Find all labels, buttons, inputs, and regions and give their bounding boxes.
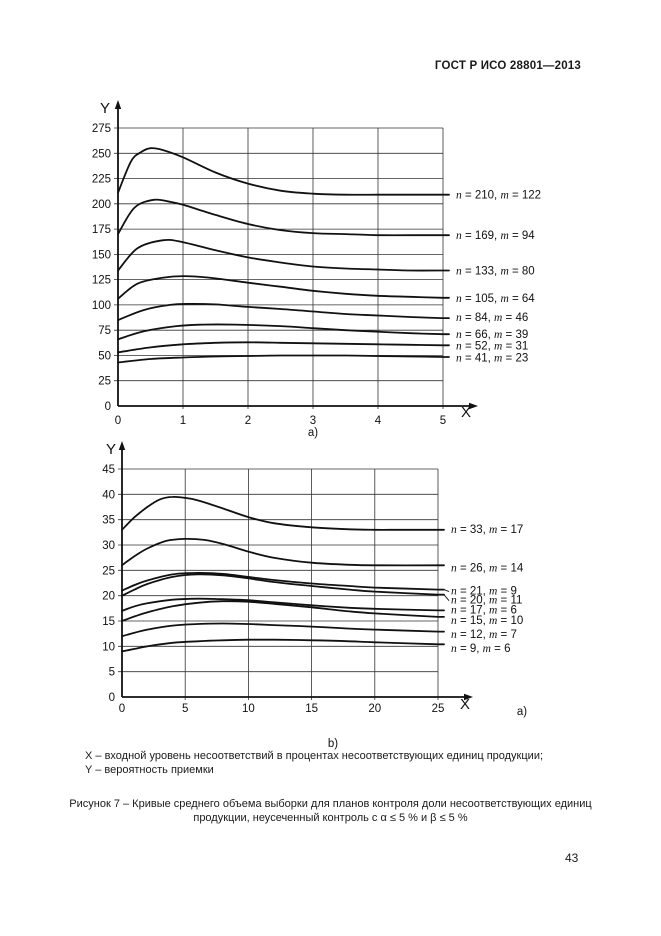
curve-n17-m6	[121, 597, 445, 612]
curve-n133-m80	[117, 238, 450, 272]
curve-label-n17-m6: n = 17, m = 6	[451, 604, 517, 616]
curve-label-n20-m11: n = 20, m = 11	[451, 595, 522, 607]
curve-label-n52-m31: n = 52, m = 31	[456, 340, 528, 352]
curve-label-n210-m122: n = 210, m = 122	[456, 190, 541, 202]
y-axis-arrow	[118, 441, 126, 450]
curve-n26-m14	[121, 537, 445, 567]
x-tick-label: 0	[119, 703, 125, 715]
curve-label-n41-m23: n = 41, m = 23	[456, 353, 528, 365]
curve-label-n21-m9: n = 21, m = 9	[451, 586, 517, 598]
x-tick-label: 5	[182, 703, 188, 715]
x-tick-label: 2	[245, 415, 251, 427]
curve-label-n15-m10: n = 15, m = 10	[451, 615, 523, 627]
y-tick-label: 200	[92, 199, 111, 211]
curve-label-n66-m39: n = 66, m = 39	[456, 329, 528, 341]
axis-legend-y: Y – вероятность приемки	[85, 764, 214, 776]
y-tick-label: 175	[92, 224, 111, 236]
page-number: 43	[565, 851, 579, 865]
x-axis-title: X	[461, 404, 471, 421]
curve-n41-m23	[117, 354, 450, 364]
curve-n15-m10	[121, 600, 445, 622]
x-tick-label: 25	[432, 703, 445, 715]
curve-n210-m122	[117, 147, 450, 196]
x-tick-label: 20	[368, 703, 381, 715]
y-tick-label: 75	[98, 325, 111, 337]
y-tick-label: 125	[92, 275, 111, 287]
y-tick-label: 225	[92, 174, 111, 186]
x-tick-label: 15	[305, 703, 318, 715]
curve-n84-m46	[117, 302, 450, 321]
curve-n52-m31	[117, 341, 450, 354]
y-tick-label: 275	[92, 123, 111, 135]
chart-b-average-sample-size-curves: 0 5 10 15 20 25 30 35 40 45 0 5 10 15 20 25 Y Xb) a) n = 33…	[102, 441, 527, 750]
curve-n9-m6	[121, 638, 445, 653]
x-tick-label: 0	[115, 415, 121, 427]
y-tick-label: 40	[102, 489, 115, 501]
y-tick-label: 30	[102, 540, 115, 552]
curve-n66-m39	[117, 323, 450, 341]
y-axis-title: Y	[106, 441, 116, 458]
chart-sublabel: b)	[328, 738, 338, 750]
curve-n20-m11	[121, 573, 445, 597]
y-tick-label: 20	[102, 591, 115, 603]
figure-caption-line-2: продукции, неусеченный контроль с α ≤ 5 …	[193, 812, 468, 824]
chart-sublabel: a)	[308, 427, 318, 439]
curve-label-n26-m14: n = 26, m = 14	[451, 562, 524, 574]
curve-label-n9-m6: n = 9, m = 6	[451, 643, 510, 655]
y-tick-label: 150	[92, 249, 111, 261]
curve-n21-m9	[121, 571, 445, 592]
x-axis-arrow	[469, 402, 478, 410]
y-tick-label: 250	[92, 148, 111, 160]
curve-label-n133-m80: n = 133, m = 80	[456, 266, 535, 278]
y-tick-label: 45	[102, 464, 115, 476]
y-tick-label: 5	[109, 667, 115, 679]
document-header: ГОСТ Р ИСО 28801—2013	[434, 60, 581, 72]
chart-extra-sublabel: a)	[517, 706, 527, 718]
x-axis-arrow	[464, 693, 473, 701]
x-tick-label: 1	[180, 415, 186, 427]
figure-caption: Рисунок 7 – Кривые среднего объема выбор…	[40, 797, 621, 825]
y-tick-label: 35	[102, 515, 115, 527]
curve-label-n84-m46: n = 84, m = 46	[456, 312, 528, 324]
y-tick-label: 100	[92, 300, 111, 312]
y-tick-label: 50	[98, 351, 111, 363]
curve-n12-m7	[121, 622, 445, 638]
curve-n169-m94	[117, 198, 450, 237]
y-tick-label: 0	[109, 692, 115, 704]
curve-label-leader	[443, 594, 450, 601]
y-axis-arrow	[114, 100, 122, 109]
curve-n33-m17	[121, 495, 445, 531]
x-tick-label: 3	[310, 415, 316, 427]
y-tick-label: 25	[98, 376, 111, 388]
curve-label-n169-m94: n = 169, m = 94	[456, 230, 535, 242]
figure-caption-line-1: Рисунок 7 – Кривые среднего объема выбор…	[69, 798, 592, 810]
curve-label-n105-m64: n = 105, m = 64	[456, 293, 535, 305]
y-tick-label: 0	[105, 401, 111, 413]
x-tick-label: 10	[242, 703, 255, 715]
chart-a-average-sample-size-curves: 0 25 50 75 100 125 150 175 200 225 250 275 0 1 2 3 4 5 Y Xa…	[92, 100, 541, 439]
curve-n105-m64	[117, 275, 450, 300]
x-tick-label: 4	[375, 415, 382, 427]
axis-legend: X – входной уровень несоответствий в про…	[85, 749, 543, 777]
y-axis-title: Y	[100, 100, 110, 117]
axis-legend-x: X – входной уровень несоответствий в про…	[85, 750, 544, 762]
x-axis-title: X	[460, 696, 470, 713]
y-tick-label: 10	[102, 641, 115, 653]
y-tick-label: 25	[102, 565, 115, 577]
curve-label-leader	[443, 589, 450, 593]
x-tick-label: 5	[440, 415, 446, 427]
curve-label-n12-m7: n = 12, m = 7	[451, 629, 517, 641]
y-tick-label: 15	[102, 616, 115, 628]
curve-label-n33-m17: n = 33, m = 17	[451, 524, 523, 536]
